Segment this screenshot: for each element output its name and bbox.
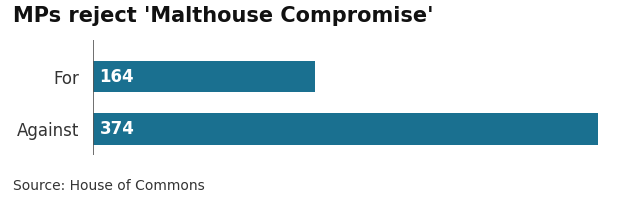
Text: 374: 374: [100, 120, 134, 138]
Bar: [93, 61, 314, 92]
Text: BBC: BBC: [589, 179, 621, 193]
Text: Source: House of Commons: Source: House of Commons: [13, 179, 205, 193]
Bar: [93, 113, 598, 145]
Text: 164: 164: [100, 67, 134, 86]
Text: MPs reject 'Malthouse Compromise': MPs reject 'Malthouse Compromise': [13, 6, 433, 26]
